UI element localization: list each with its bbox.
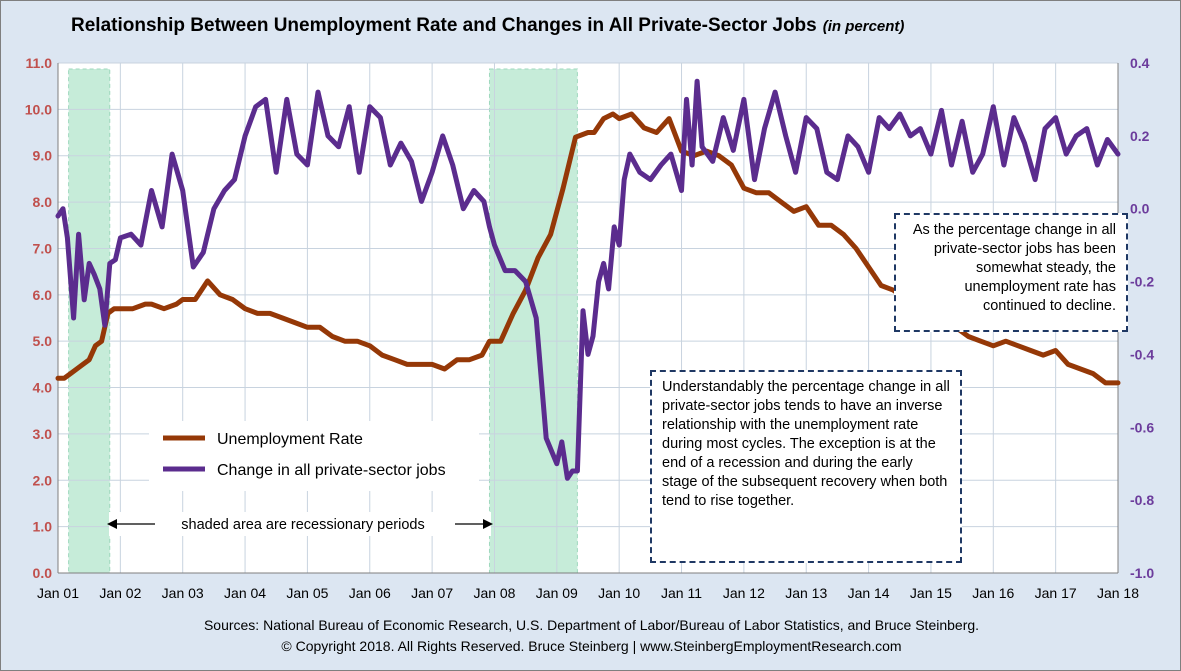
left-tick-label: 1.0 (33, 519, 53, 535)
chart-title: Relationship Between Unemployment Rate a… (71, 15, 905, 36)
left-tick-label: 6.0 (33, 287, 53, 303)
right-tick-label: -1.0 (1130, 565, 1154, 581)
x-tick-label: Jan 06 (349, 585, 391, 601)
left-tick-label: 4.0 (33, 380, 53, 396)
x-tick-label: Jan 03 (162, 585, 204, 601)
x-tick-label: Jan 09 (536, 585, 578, 601)
left-tick-label: 10.0 (25, 101, 52, 117)
right-tick-label: -0.4 (1130, 346, 1154, 362)
x-tick-label: Jan 05 (286, 585, 328, 601)
left-tick-label: 7.0 (33, 240, 53, 256)
left-tick-label: 5.0 (33, 333, 53, 349)
legend-box (149, 421, 479, 491)
right-tick-label: 0.0 (1130, 201, 1150, 217)
copyright-line: © Copyright 2018. All Rights Reserved. B… (281, 638, 902, 654)
left-tick-label: 0.0 (33, 565, 53, 581)
x-tick-label: Jan 04 (224, 585, 266, 601)
recession-label: shaded area are recessionary periods (181, 517, 424, 533)
x-tick-label: Jan 16 (972, 585, 1014, 601)
chart-title-suffix: (in percent) (822, 18, 905, 35)
left-tick-label: 3.0 (33, 426, 53, 442)
x-tick-label: Jan 12 (723, 585, 765, 601)
left-tick-label: 9.0 (33, 148, 53, 164)
right-tick-label: 0.2 (1130, 128, 1150, 144)
right-arrow-head (483, 519, 493, 529)
x-tick-label: Jan 08 (473, 585, 515, 601)
x-tick-label: Jan 18 (1097, 585, 1139, 601)
sources-footer: Sources: National Bureau of Economic Res… (1, 615, 1181, 657)
annotation-middle: Understandably the percentage change in … (650, 370, 962, 563)
left-tick-label: 2.0 (33, 472, 53, 488)
left-tick-label: 8.0 (33, 194, 53, 210)
legend-label: Change in all private-sector jobs (217, 462, 446, 479)
right-tick-label: -0.6 (1130, 419, 1154, 435)
legend: Unemployment Rate Change in all private-s… (149, 421, 479, 491)
x-tick-label: Jan 15 (910, 585, 952, 601)
x-tick-label: Jan 01 (37, 585, 79, 601)
x-tick-label: Jan 11 (661, 585, 702, 601)
x-tick-label: Jan 10 (598, 585, 640, 601)
recession-label-group: shaded area are recessionary periods (107, 512, 493, 536)
right-tick-label: -0.8 (1130, 492, 1154, 508)
recession-band (488, 68, 578, 574)
x-tick-label: Jan 14 (848, 585, 890, 601)
private-jobs-change-line (55, 78, 1121, 481)
recession-label-bg (109, 512, 491, 536)
x-tick-label: Jan 02 (99, 585, 141, 601)
legend-label: Unemployment Rate (217, 431, 363, 448)
left-arrow-head (107, 519, 117, 529)
x-tick-label: Jan 07 (411, 585, 453, 601)
right-tick-label: -0.2 (1130, 274, 1154, 290)
x-tick-label: Jan 17 (1035, 585, 1077, 601)
left-tick-label: 11.0 (26, 55, 53, 71)
sources-line: Sources: National Bureau of Economic Res… (203, 617, 980, 633)
right-tick-label: 0.4 (1130, 55, 1150, 71)
x-tick-label: Jan 13 (785, 585, 827, 601)
annotation-right: As the percentage change in all private-… (894, 213, 1128, 332)
